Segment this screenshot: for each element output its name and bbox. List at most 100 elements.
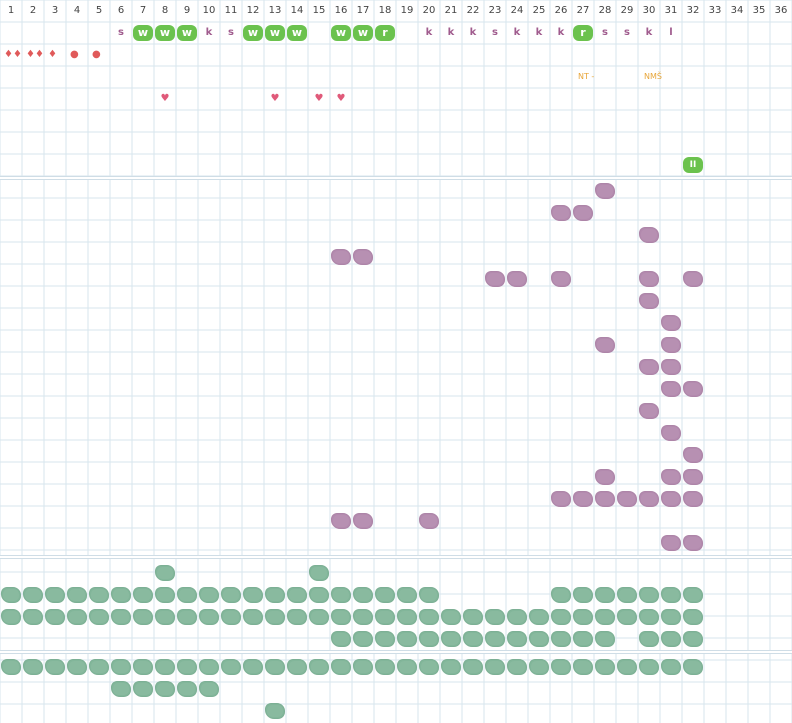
- green-mark[interactable]: [551, 609, 571, 625]
- purple-mark[interactable]: [639, 491, 659, 507]
- purple-mark[interactable]: [507, 271, 527, 287]
- green-mark[interactable]: [441, 609, 461, 625]
- purple-letter[interactable]: s: [624, 27, 630, 38]
- purple-mark[interactable]: [661, 469, 681, 485]
- purple-mark[interactable]: [639, 271, 659, 287]
- green-mark[interactable]: [265, 703, 285, 719]
- purple-mark[interactable]: [661, 425, 681, 441]
- green-mark[interactable]: [573, 659, 593, 675]
- green-mark[interactable]: [111, 681, 131, 697]
- green-mark[interactable]: [133, 609, 153, 625]
- green-mark[interactable]: [45, 609, 65, 625]
- purple-mark[interactable]: [683, 469, 703, 485]
- green-mark[interactable]: [683, 659, 703, 675]
- green-mark[interactable]: [111, 609, 131, 625]
- green-mark[interactable]: [375, 609, 395, 625]
- green-letter-badge[interactable]: w: [243, 25, 263, 41]
- green-mark[interactable]: [683, 587, 703, 603]
- purple-mark[interactable]: [661, 491, 681, 507]
- green-mark[interactable]: [595, 587, 615, 603]
- green-mark[interactable]: [529, 631, 549, 647]
- purple-mark[interactable]: [331, 513, 351, 529]
- purple-mark[interactable]: [595, 491, 615, 507]
- green-mark[interactable]: [23, 659, 43, 675]
- green-mark[interactable]: [331, 609, 351, 625]
- purple-mark[interactable]: [639, 403, 659, 419]
- green-mark[interactable]: [595, 609, 615, 625]
- green-mark[interactable]: [155, 659, 175, 675]
- green-mark[interactable]: [243, 659, 263, 675]
- green-mark[interactable]: [375, 631, 395, 647]
- purple-mark[interactable]: [617, 491, 637, 507]
- green-letter-badge[interactable]: r: [375, 25, 395, 41]
- green-mark[interactable]: [551, 659, 571, 675]
- green-letter-badge[interactable]: w: [265, 25, 285, 41]
- green-mark[interactable]: [353, 587, 373, 603]
- green-mark[interactable]: [177, 587, 197, 603]
- green-mark[interactable]: [331, 587, 351, 603]
- green-mark[interactable]: [221, 587, 241, 603]
- purple-letter[interactable]: k: [557, 27, 565, 38]
- green-mark[interactable]: [507, 609, 527, 625]
- green-mark[interactable]: [67, 659, 87, 675]
- green-mark[interactable]: [111, 659, 131, 675]
- purple-mark[interactable]: [639, 227, 659, 243]
- green-mark[interactable]: [463, 659, 483, 675]
- green-mark[interactable]: [155, 587, 175, 603]
- purple-mark[interactable]: [595, 337, 615, 353]
- green-mark[interactable]: [551, 587, 571, 603]
- green-mark[interactable]: [177, 659, 197, 675]
- green-mark[interactable]: [397, 659, 417, 675]
- green-mark[interactable]: [397, 609, 417, 625]
- green-mark[interactable]: [485, 609, 505, 625]
- green-mark[interactable]: [441, 659, 461, 675]
- purple-mark[interactable]: [419, 513, 439, 529]
- green-mark[interactable]: [529, 609, 549, 625]
- green-mark[interactable]: [573, 587, 593, 603]
- purple-mark[interactable]: [551, 205, 571, 221]
- green-mark[interactable]: [507, 659, 527, 675]
- purple-mark[interactable]: [639, 359, 659, 375]
- purple-mark[interactable]: [573, 491, 593, 507]
- green-mark[interactable]: [507, 631, 527, 647]
- purple-mark[interactable]: [683, 447, 703, 463]
- purple-mark[interactable]: [353, 249, 373, 265]
- purple-mark[interactable]: [661, 535, 681, 551]
- green-mark[interactable]: [23, 609, 43, 625]
- green-mark[interactable]: [67, 609, 87, 625]
- green-mark[interactable]: [441, 631, 461, 647]
- green-mark[interactable]: [89, 587, 109, 603]
- purple-letter[interactable]: k: [513, 27, 521, 38]
- green-mark[interactable]: [199, 587, 219, 603]
- green-mark[interactable]: [287, 587, 307, 603]
- purple-mark[interactable]: [683, 535, 703, 551]
- green-mark[interactable]: [661, 659, 681, 675]
- green-mark[interactable]: [661, 587, 681, 603]
- green-mark[interactable]: [199, 659, 219, 675]
- green-mark[interactable]: [1, 587, 21, 603]
- green-mark[interactable]: [265, 587, 285, 603]
- green-letter-badge[interactable]: w: [133, 25, 153, 41]
- green-mark[interactable]: [661, 609, 681, 625]
- green-mark[interactable]: [639, 659, 659, 675]
- green-mark[interactable]: [573, 631, 593, 647]
- purple-mark[interactable]: [683, 381, 703, 397]
- green-mark[interactable]: [155, 565, 175, 581]
- green-mark[interactable]: [595, 659, 615, 675]
- green-mark[interactable]: [309, 565, 329, 581]
- green-mark[interactable]: [419, 631, 439, 647]
- green-mark[interactable]: [155, 681, 175, 697]
- green-letter-badge[interactable]: w: [353, 25, 373, 41]
- purple-mark[interactable]: [573, 205, 593, 221]
- green-mark[interactable]: [221, 609, 241, 625]
- purple-mark[interactable]: [661, 381, 681, 397]
- green-mark[interactable]: [617, 609, 637, 625]
- green-mark[interactable]: [177, 609, 197, 625]
- green-mark[interactable]: [265, 609, 285, 625]
- purple-letter[interactable]: s: [602, 27, 608, 38]
- green-mark[interactable]: [309, 587, 329, 603]
- green-mark[interactable]: [529, 659, 549, 675]
- green-mark[interactable]: [309, 609, 329, 625]
- green-mark[interactable]: [419, 587, 439, 603]
- green-mark[interactable]: [331, 631, 351, 647]
